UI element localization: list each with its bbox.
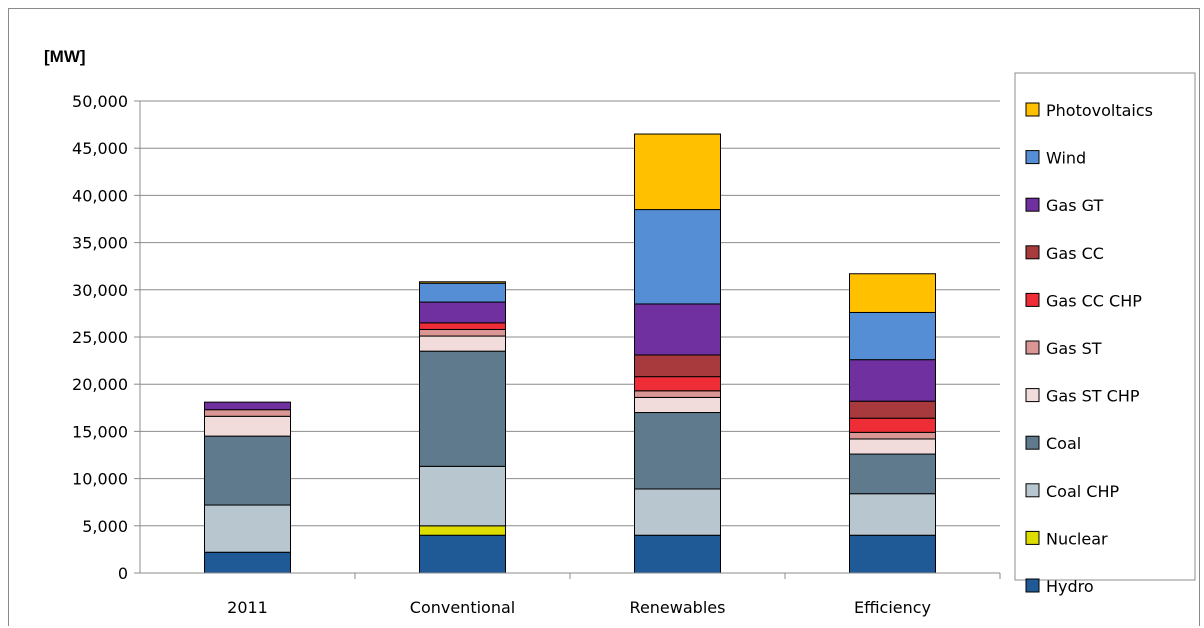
bar-segment-wind-conventional (419, 282, 506, 303)
bar-segment-gas-cc-chp-renewables (634, 376, 721, 392)
legend-label-gas-gt: Gas GT (1046, 196, 1103, 215)
legend-label-coal-chp: Coal CHP (1046, 482, 1120, 501)
legend-swatch-gas-cc (1025, 245, 1040, 260)
legend-swatch-gas-st (1025, 340, 1040, 355)
legend-label-gas-st: Gas ST (1046, 339, 1102, 358)
y-tick-label: 15,000 (72, 422, 128, 441)
bar-segment-gas-gt-efficiency (849, 359, 936, 402)
bar-segment-gas-st-conventional (419, 328, 506, 337)
legend-swatch-nuclear (1025, 530, 1040, 545)
y-tick-label: 30,000 (72, 281, 128, 300)
legend-swatch-hydro (1025, 578, 1040, 593)
bar-segment-gas-st-efficiency (849, 431, 936, 440)
bar-segment-coal-renewables (634, 412, 721, 490)
bar-segment-gas-st-renewables (634, 390, 721, 398)
legend: Photovoltaics Wind Gas GT Gas CC Gas CC CHP G… (1014, 72, 1196, 596)
bar-segment-hydro-renewables (634, 534, 721, 574)
bar-segment-gas-st-chp-renewables (634, 396, 721, 414)
bar-segment-coal-efficiency (849, 453, 936, 495)
bar-segment-photovoltaics-conventional (419, 281, 506, 284)
legend-swatch-gas-st-chp (1025, 388, 1040, 403)
bar-segment-hydro-efficiency (849, 534, 936, 574)
bar-segment-hydro-2011 (204, 551, 291, 574)
legend-label-photovoltaics: Photovoltaics (1046, 101, 1153, 120)
y-axis-ticks: 0 5,000 10,000 15,000 20,000 25,000 30,000 35,0… (72, 92, 140, 583)
bar-segment-photovoltaics-renewables (634, 133, 721, 211)
x-tick-label: Conventional (410, 598, 515, 617)
bar-segment-gas-cc-efficiency (849, 400, 936, 419)
bar-segment-gas-st-chp-conventional (419, 335, 506, 352)
bar-segment-coal-2011 (204, 435, 291, 506)
y-axis-unit-label: [MW] (44, 47, 86, 66)
bar-segment-wind-renewables (634, 209, 721, 305)
legend-label-nuclear: Nuclear (1046, 529, 1108, 548)
bar-segment-coal-chp-renewables (634, 488, 721, 536)
legend-swatch-photovoltaics (1025, 102, 1040, 117)
legend-label-hydro: Hydro (1046, 577, 1094, 596)
y-tick-label: 40,000 (72, 186, 128, 205)
x-tick-label: Renewables (630, 598, 726, 617)
bar-segment-gas-gt-2011 (204, 401, 291, 411)
x-axis-ticks: 2011 Conventional Renewables Efficiency (227, 573, 1001, 617)
bar-segment-gas-st-chp-2011 (204, 415, 291, 437)
legend-label-gas-cc-chp: Gas CC CHP (1046, 291, 1142, 310)
bar-segment-gas-st-2011 (204, 409, 291, 417)
y-tick-label: 5,000 (82, 517, 128, 536)
legend-label-wind: Wind (1046, 149, 1086, 168)
legend-box (1014, 72, 1196, 581)
y-tick-label: 35,000 (72, 234, 128, 253)
bar-segment-wind-efficiency (849, 311, 936, 361)
bar-segment-coal-chp-conventional (419, 465, 506, 527)
bars (204, 133, 936, 574)
y-tick-label: 10,000 (72, 470, 128, 489)
legend-label-gas-st-chp: Gas ST CHP (1046, 387, 1140, 406)
y-tick-label: 25,000 (72, 328, 128, 347)
legend-swatch-coal (1025, 435, 1040, 450)
bar-segment-coal-chp-2011 (204, 504, 291, 553)
bar-segment-coal-chp-efficiency (849, 493, 936, 536)
legend-label-coal: Coal (1046, 434, 1081, 453)
legend-swatch-coal-chp (1025, 483, 1040, 498)
y-tick-label: 20,000 (72, 375, 128, 394)
bar-segment-gas-gt-conventional (419, 301, 506, 324)
bar-segment-gas-cc-chp-conventional (419, 322, 506, 330)
bar-segment-hydro-conventional (419, 534, 506, 574)
bar-segment-photovoltaics-efficiency (849, 273, 936, 313)
y-tick-label: 50,000 (72, 92, 128, 111)
y-tick-label: 0 (118, 564, 128, 583)
legend-swatch-wind (1025, 150, 1040, 165)
y-tick-label: 45,000 (72, 139, 128, 158)
bar-segment-gas-cc-chp-efficiency (849, 417, 936, 433)
legend-swatch-gas-cc-chp (1025, 292, 1040, 307)
x-tick-label: 2011 (227, 598, 268, 617)
bar-segment-gas-gt-renewables (634, 303, 721, 356)
bar-segment-nuclear-conventional (419, 525, 506, 536)
x-tick-label: Efficiency (854, 598, 931, 617)
bar-segment-gas-st-chp-efficiency (849, 438, 936, 455)
legend-swatch-gas-gt (1025, 197, 1040, 212)
legend-label-gas-cc: Gas CC (1046, 244, 1104, 263)
bar-segment-coal-conventional (419, 350, 506, 467)
bar-segment-gas-cc-renewables (634, 354, 721, 378)
